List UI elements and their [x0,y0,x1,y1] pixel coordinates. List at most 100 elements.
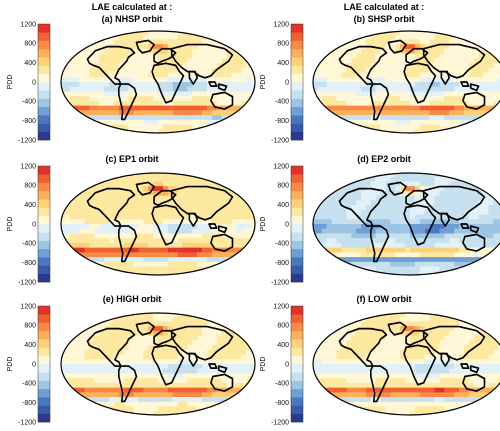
map-cell [128,345,134,351]
map-cell [251,242,256,248]
map-cell [241,257,247,263]
map-cell [99,373,105,379]
colorbar-label: PDD [7,357,14,372]
map-cell [177,72,183,78]
map-cell [84,105,90,111]
map-cell [251,378,256,384]
map-cell [148,44,154,50]
map-cell [138,44,144,50]
map-cell [89,82,95,87]
map-cell [211,359,217,365]
map-cell [143,31,149,35]
map-cell [454,195,460,201]
map-cell [89,48,95,54]
map-cell [483,67,489,73]
map-cell [187,261,193,267]
map-cell [192,321,198,327]
map-cell [192,67,198,73]
map-cell [405,224,411,229]
map-cell [326,105,332,111]
map-cell [434,266,440,272]
map-cell [459,214,465,220]
map-cell [419,266,425,272]
map-cell [148,200,154,206]
world-map [60,312,256,416]
map-cell [148,335,154,341]
map-cell [370,266,376,272]
map-cell [99,219,105,225]
map-cell [463,124,469,130]
map-cell [405,115,411,121]
map-cell [182,200,188,206]
map-cell [64,271,70,275]
map-cell [336,91,342,97]
map-cell [99,181,105,187]
map-cell [346,105,352,111]
map-cell [207,214,213,220]
map-cell [410,186,416,192]
map-cell [221,397,227,403]
map-border [60,30,256,134]
map-cell [463,340,469,346]
map-cell [236,39,242,45]
map-cell [473,72,479,78]
map-cell [104,359,110,365]
map-cell [128,124,134,130]
map-cell [172,354,178,360]
map-cell [89,266,95,272]
map-cell [202,326,208,332]
map-cell [133,209,139,215]
map-cell [405,44,411,50]
map-cell [326,345,332,351]
map-cell [341,219,347,225]
map-cell [400,335,406,341]
map-cell [429,340,435,346]
map-cell [241,91,247,97]
map-cell [109,228,115,234]
map-cell [79,72,85,78]
map-cell [478,242,484,248]
map-cell [197,382,203,388]
map-cell [424,238,430,244]
map-cell [449,67,455,73]
map-cell [104,181,110,187]
map-cell [356,190,362,196]
map-cell [351,176,357,182]
map-cell [226,63,232,69]
map-cell [197,77,203,83]
map-cell [94,105,100,111]
map-cell [241,63,247,69]
map-cell [419,58,425,64]
map-cell [60,58,66,64]
map-cell [341,67,347,73]
map-cell [113,39,119,45]
map-cell [138,326,144,332]
map-cell [336,53,342,59]
map-cell [346,31,352,35]
map-cell [463,354,469,360]
map-cell [192,257,198,263]
map-cell [118,378,124,384]
map-cell [69,67,75,73]
map-cell [468,72,474,78]
map-cell [148,252,154,258]
map-cell [182,119,188,125]
map-cell [123,242,129,248]
map-cell [454,39,460,45]
map-cell [231,72,237,78]
map-cell [444,330,450,336]
map-cell [192,205,198,211]
map-cell [434,340,440,346]
map-cell [162,345,168,351]
map-cell [459,105,465,111]
map-cell [488,335,494,341]
map-cell [341,186,347,192]
map-cell [473,330,479,336]
map-cell [158,195,164,201]
map-cell [158,119,164,125]
map-cell [162,224,168,229]
map-cell [162,176,168,182]
map-cell [177,354,183,360]
map-cell [113,266,119,272]
map-cell [187,238,193,244]
